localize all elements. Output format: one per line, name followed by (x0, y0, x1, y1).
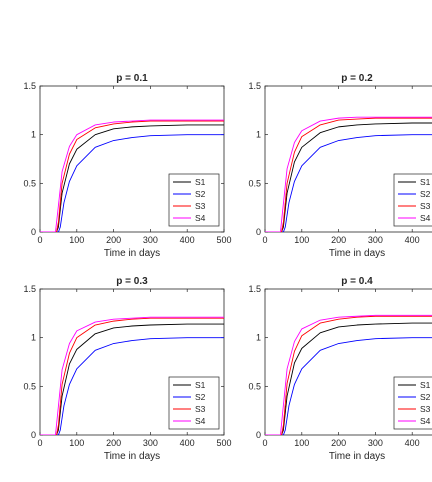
x-axis-label: Time in days (329, 451, 385, 462)
chart-panel-3: p = 0.3 0 100 200 300 400 500 0 0.5 1 1.5 Time in d… (23, 276, 231, 462)
series-line-s1 (265, 322, 432, 435)
legend: S1 S2 S3 S4 (168, 173, 220, 227)
legend-label-s1: S1 (195, 177, 206, 187)
legend-box (393, 376, 432, 430)
y-tick-label: 1.5 (23, 81, 36, 91)
legend-label-s3: S3 (420, 404, 431, 414)
legend: S1 S2 S3 S4 (168, 376, 220, 430)
series-line-s4 (265, 314, 432, 435)
legend-label-s4: S4 (195, 416, 206, 426)
x-tick-label: 100 (294, 235, 309, 245)
y-tick-label: 1.5 (248, 284, 261, 294)
legend: S1 S2 S3 S4 (393, 376, 432, 430)
legend-label-s1: S1 (420, 380, 431, 390)
x-tick-label: 100 (69, 235, 84, 245)
y-tick-label: 1 (256, 130, 261, 140)
series-line-s4 (40, 119, 224, 232)
series-line-s1 (265, 122, 432, 232)
legend-label-s4: S4 (420, 416, 431, 426)
x-tick-label: 200 (106, 235, 121, 245)
x-tick-label: 200 (331, 438, 346, 448)
legend-label-s3: S3 (195, 201, 206, 211)
legend-box (168, 376, 220, 430)
y-tick-label: 0.5 (23, 381, 36, 391)
series-line-s1 (40, 124, 224, 232)
chart-title: p = 0.1 (116, 73, 148, 84)
legend-box (168, 173, 220, 227)
y-tick-label: 0 (256, 227, 261, 237)
x-tick-label: 400 (405, 235, 420, 245)
series-line-s2 (40, 337, 224, 435)
y-tick-label: 0.5 (248, 381, 261, 391)
x-axis-label: Time in days (329, 248, 385, 259)
x-tick-label: 0 (37, 438, 42, 448)
legend-label-s1: S1 (420, 177, 431, 187)
x-tick-label: 300 (143, 235, 158, 245)
x-tick-label: 300 (368, 235, 383, 245)
series-line-s3 (40, 317, 224, 435)
x-tick-label: 200 (106, 438, 121, 448)
series-line-s2 (265, 134, 432, 232)
series-line-s4 (265, 116, 432, 232)
series-line-s4 (40, 316, 224, 435)
y-tick-label: 0.5 (23, 178, 36, 188)
x-tick-label: 400 (180, 438, 195, 448)
chart-title: p = 0.4 (341, 276, 373, 287)
y-tick-label: 1 (31, 333, 36, 343)
legend-label-s2: S2 (420, 189, 431, 199)
y-tick-label: 1.5 (248, 81, 261, 91)
x-tick-label: 0 (262, 438, 267, 448)
y-tick-label: 0.5 (248, 178, 261, 188)
legend-label-s2: S2 (195, 392, 206, 402)
x-tick-label: 100 (294, 438, 309, 448)
y-tick-label: 0 (31, 227, 36, 237)
y-tick-label: 1 (31, 130, 36, 140)
legend-label-s3: S3 (420, 201, 431, 211)
series-line-s2 (40, 134, 224, 232)
legend-label-s3: S3 (195, 404, 206, 414)
series-line-s2 (265, 337, 432, 435)
chart-title: p = 0.3 (116, 276, 148, 287)
y-tick-label: 1 (256, 333, 261, 343)
x-tick-label: 500 (216, 438, 231, 448)
x-tick-label: 500 (216, 235, 231, 245)
x-tick-label: 0 (37, 235, 42, 245)
legend-label-s2: S2 (195, 189, 206, 199)
legend-box (393, 173, 432, 227)
y-tick-label: 0 (31, 430, 36, 440)
series-line-s1 (40, 323, 224, 435)
x-tick-label: 300 (143, 438, 158, 448)
x-axis-label: Time in days (104, 248, 160, 259)
y-tick-label: 0 (256, 430, 261, 440)
x-tick-label: 400 (405, 438, 420, 448)
x-tick-label: 100 (69, 438, 84, 448)
x-axis-label: Time in days (104, 451, 160, 462)
legend-label-s4: S4 (195, 213, 206, 223)
x-tick-label: 300 (368, 438, 383, 448)
series-line-s3 (265, 117, 432, 232)
x-tick-label: 0 (262, 235, 267, 245)
series-line-s3 (40, 120, 224, 232)
legend-label-s1: S1 (195, 380, 206, 390)
legend: S1 S2 S3 S4 (393, 173, 432, 227)
series-line-s3 (265, 315, 432, 435)
legend-label-s2: S2 (420, 392, 431, 402)
x-tick-label: 200 (331, 235, 346, 245)
y-tick-label: 1.5 (23, 284, 36, 294)
chart-panel-1: p = 0.1 0 100 200 300 400 500 0 0.5 1 1.5 Time in d… (23, 73, 231, 259)
x-tick-label: 400 (180, 235, 195, 245)
chart-title: p = 0.2 (341, 73, 373, 84)
legend-label-s4: S4 (420, 213, 431, 223)
